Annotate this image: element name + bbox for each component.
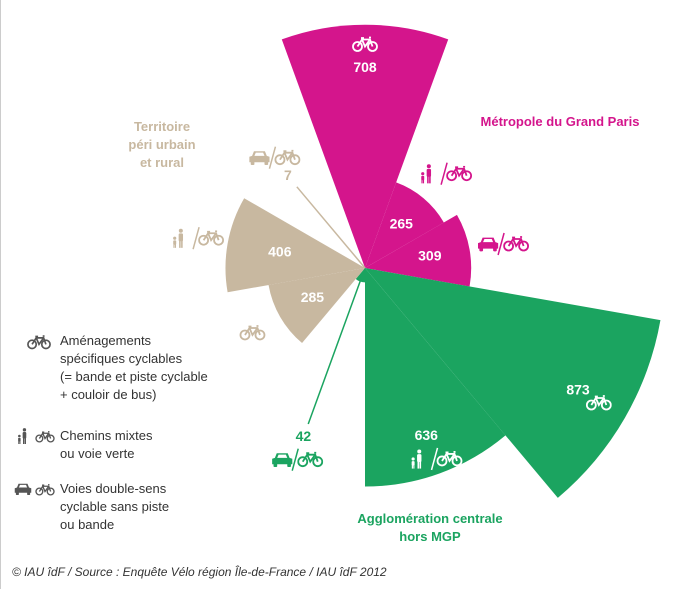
icon bbox=[446, 165, 473, 182]
value-label: 406 bbox=[268, 244, 292, 260]
icon bbox=[421, 164, 432, 184]
legend-label: Chemins mixtes ou voie verte bbox=[60, 428, 153, 461]
group-label: Métropole du Grand Paris bbox=[481, 114, 640, 129]
icon-slash bbox=[291, 448, 299, 471]
legend-icon bbox=[27, 335, 51, 350]
icon bbox=[249, 151, 270, 166]
value-label: 42 bbox=[296, 428, 312, 444]
icon bbox=[272, 453, 293, 468]
wedge bbox=[365, 268, 506, 487]
value-label: 309 bbox=[418, 247, 442, 263]
source: © IAU îdF / Source : Enquête Vélo région… bbox=[12, 564, 387, 579]
icon-slash bbox=[440, 162, 448, 185]
icon bbox=[198, 230, 224, 246]
wedge bbox=[365, 214, 472, 287]
legend-icon bbox=[35, 484, 55, 496]
group-label: Agglomération centrale hors MGP bbox=[357, 511, 502, 544]
legend-icon bbox=[35, 431, 55, 443]
leader-line bbox=[296, 186, 366, 269]
wedge bbox=[225, 198, 365, 293]
icon bbox=[478, 237, 499, 252]
icon bbox=[503, 236, 529, 252]
legend-label: Aménagements spécifiques cyclables (= band… bbox=[60, 333, 208, 402]
group-label: Territoire péri urbain et rural bbox=[128, 119, 195, 170]
value-label: 873 bbox=[566, 382, 590, 398]
icon-slash bbox=[192, 227, 200, 250]
wedge bbox=[365, 182, 444, 268]
legend: Aménagements spécifiques cyclables (= band… bbox=[14, 333, 208, 532]
value-label: 708 bbox=[353, 59, 377, 75]
value-label: 265 bbox=[390, 215, 414, 231]
leader-line bbox=[307, 267, 366, 425]
value-label: 636 bbox=[415, 427, 439, 443]
icon-slash bbox=[497, 232, 505, 256]
icon-slash bbox=[430, 447, 439, 471]
value-label: 7 bbox=[284, 167, 292, 183]
wedge bbox=[281, 24, 449, 268]
wedge bbox=[355, 268, 365, 283]
icon bbox=[173, 228, 184, 248]
icon bbox=[274, 149, 301, 166]
icon bbox=[239, 325, 266, 341]
legend-icon bbox=[14, 483, 32, 495]
icon-slash bbox=[268, 146, 277, 169]
wedge bbox=[268, 268, 365, 344]
value-label: 285 bbox=[301, 289, 325, 305]
icon bbox=[297, 451, 324, 468]
wedge bbox=[365, 268, 661, 498]
legend-icon bbox=[18, 428, 27, 444]
legend-label: Voies double-sens cyclable sans piste ou b… bbox=[60, 481, 169, 532]
